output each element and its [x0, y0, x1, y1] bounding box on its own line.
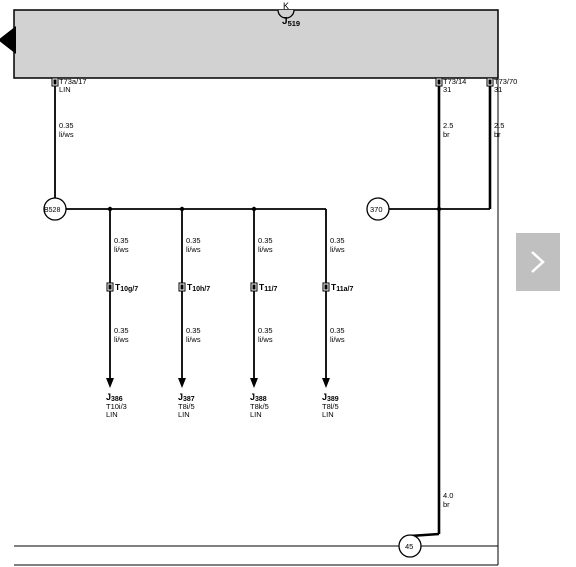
wiring-diagram: K J519 T73a/17 LIN T73/14 31 T73/70 31 0…: [0, 0, 576, 567]
svg-text:li/ws: li/ws: [186, 335, 201, 344]
svg-text:li/ws: li/ws: [114, 245, 129, 254]
k-label: K: [283, 1, 289, 11]
branch-j386: 0.35 li/ws T10g/7 0.35 li/ws J386 T10i/3…: [106, 209, 138, 419]
svg-text:0.35: 0.35: [330, 326, 345, 335]
svg-text:0.35: 0.35: [114, 326, 129, 335]
svg-text:li/ws: li/ws: [258, 335, 273, 344]
svg-text:li/ws: li/ws: [330, 245, 345, 254]
wire-size: 4.0: [443, 491, 453, 500]
pin-t73-70: T73/70 31: [487, 77, 517, 94]
prev-page-arrow[interactable]: [0, 26, 16, 54]
branch-j388: 0.35 li/ws T11/7 0.35 li/ws J388 T8k/5 L…: [250, 209, 278, 419]
svg-text:0.35: 0.35: [186, 236, 201, 245]
svg-text:T11/7: T11/7: [259, 282, 278, 293]
node-370-label: 370: [370, 205, 383, 214]
svg-text:LIN: LIN: [322, 410, 334, 419]
pin-t73-14: T73/14 31: [436, 77, 466, 94]
svg-text:31: 31: [443, 85, 451, 94]
svg-text:li/ws: li/ws: [186, 245, 201, 254]
svg-text:T10h/7: T10h/7: [187, 282, 210, 293]
wire-color: li/ws: [59, 130, 74, 139]
svg-text:0.35: 0.35: [114, 236, 129, 245]
svg-text:0.35: 0.35: [258, 326, 273, 335]
svg-text:0.35: 0.35: [330, 236, 345, 245]
svg-text:LIN: LIN: [250, 410, 262, 419]
svg-text:0.35: 0.35: [258, 236, 273, 245]
svg-text:li/ws: li/ws: [330, 335, 345, 344]
svg-text:li/ws: li/ws: [258, 245, 273, 254]
svg-text:LIN: LIN: [178, 410, 190, 419]
module-box: [14, 10, 498, 78]
node-b528-label: B528: [44, 207, 60, 214]
wire-size: 2.5: [443, 121, 453, 130]
junction-dot: [437, 207, 441, 211]
svg-text:0.35: 0.35: [186, 326, 201, 335]
svg-text:li/ws: li/ws: [114, 335, 129, 344]
wire-size: 2.5: [494, 121, 504, 130]
wire-size: 0.35: [59, 121, 74, 130]
next-page-arrow[interactable]: [516, 233, 560, 291]
chevron-right-icon: [529, 249, 547, 275]
node-45-label: 45: [405, 542, 413, 551]
wire-color: br: [443, 500, 450, 509]
svg-text:LIN: LIN: [59, 85, 71, 94]
branch-j387: 0.35 li/ws T10h/7 0.35 li/ws J387 T8i/5 …: [178, 209, 210, 419]
branch-j389: 0.35 li/ws T11a/7 0.35 li/ws J389 T8l/5 …: [322, 209, 353, 419]
svg-text:LIN: LIN: [106, 410, 118, 419]
svg-text:T11a/7: T11a/7: [331, 282, 353, 293]
svg-text:T10g/7: T10g/7: [115, 282, 138, 293]
wire-color: br: [443, 130, 450, 139]
pin-t73a-17: T73a/17 LIN: [52, 77, 87, 94]
